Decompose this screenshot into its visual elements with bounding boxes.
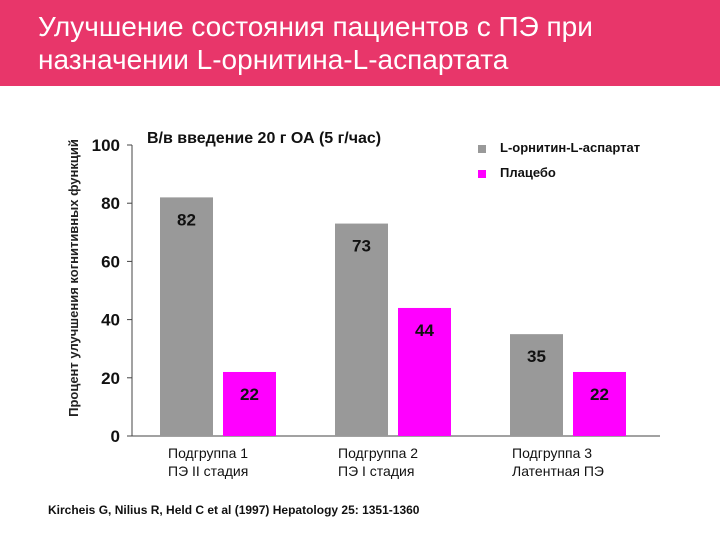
legend-swatch-magenta	[478, 169, 486, 178]
legend-item-placebo: Плацебо	[478, 165, 556, 180]
data-label-placebo-1: 22	[240, 385, 259, 404]
category-3-line2: Латентная ПЭ	[512, 463, 604, 479]
slide-title: Улучшение состояния пациентов с ПЭ при н…	[38, 11, 593, 75]
data-label-placebo-2: 44	[415, 321, 434, 340]
citation: Kircheis G, Nilius R, Held C et al (1997…	[48, 503, 420, 517]
category-1-line1: Подгруппа 1	[168, 445, 249, 461]
bar-placebo-3	[573, 371, 626, 436]
category-label-1: Подгруппа 1 ПЭ II стадия	[168, 444, 248, 480]
category-1-line2: ПЭ II стадия	[168, 463, 249, 479]
category-3-line1: Подгруппа 3	[512, 445, 593, 461]
category-2-line1: Подгруппа 2	[338, 445, 419, 461]
data-label-ornithine-1: 82	[177, 210, 196, 229]
y-tick-label-20: 20	[101, 369, 120, 388]
category-2-line2: ПЭ I стадия	[338, 463, 415, 479]
category-label-2: Подгруппа 2 ПЭ I стадия	[338, 444, 418, 480]
y-tick-label-80: 80	[101, 194, 120, 213]
category-label-3: Подгруппа 3 Латентная ПЭ	[512, 444, 604, 480]
bar-placebo-2	[398, 307, 451, 436]
y-tick-label-0: 0	[111, 427, 120, 446]
header-banner: Улучшение состояния пациентов с ПЭ при н…	[0, 0, 720, 86]
data-label-placebo-3: 22	[590, 385, 609, 404]
legend-label-ornithine: L-орнитин-L-аспартат	[500, 140, 641, 155]
bar-ornithine-1	[160, 197, 213, 436]
bar-ornithine-3	[510, 334, 563, 436]
y-tick-label-60: 60	[101, 252, 120, 271]
legend-swatch-gray	[478, 144, 486, 153]
legend-label-placebo: Плацебо	[500, 165, 556, 180]
data-label-ornithine-3: 35	[527, 347, 546, 366]
legend-item-ornithine: L-орнитин-L-аспартат	[478, 140, 640, 155]
y-tick-label-40: 40	[101, 311, 120, 330]
y-tick-label-100: 100	[92, 136, 120, 155]
data-label-ornithine-2: 73	[352, 237, 371, 256]
chart-subtitle: В/в введение 20 г ОА (5 г/час)	[147, 130, 382, 147]
bar-placebo-1	[223, 371, 276, 436]
bar-ornithine-2	[335, 223, 388, 436]
